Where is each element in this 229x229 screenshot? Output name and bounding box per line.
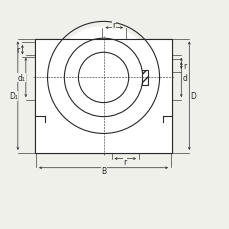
Text: d: d: [182, 74, 186, 83]
Circle shape: [52, 27, 154, 129]
Bar: [35, 39, 171, 153]
Circle shape: [78, 53, 128, 103]
Text: r: r: [112, 21, 115, 30]
Text: r: r: [123, 157, 126, 166]
Text: r: r: [183, 62, 186, 71]
Text: D₁: D₁: [9, 92, 18, 101]
Bar: [35, 117, 171, 153]
Text: B: B: [101, 166, 106, 175]
Text: d₁: d₁: [18, 74, 26, 83]
Text: D: D: [190, 92, 196, 101]
Bar: [141, 71, 147, 85]
Bar: [35, 39, 171, 153]
Text: r: r: [16, 46, 20, 55]
Bar: [35, 39, 171, 117]
Circle shape: [64, 39, 142, 117]
